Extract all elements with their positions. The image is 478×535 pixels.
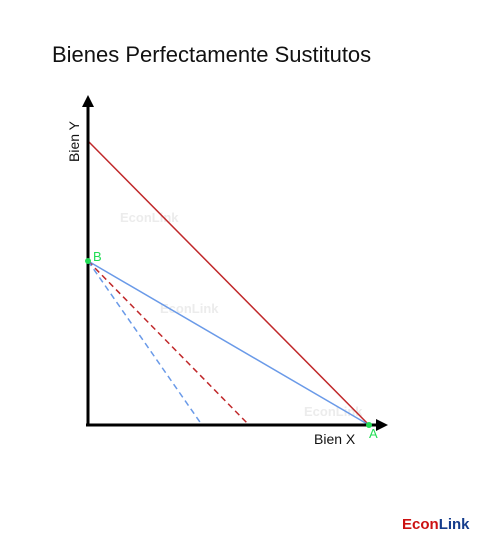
y-axis-arrow bbox=[82, 95, 94, 107]
blue-dashed-line bbox=[87, 260, 203, 426]
red-dashed-line bbox=[87, 260, 250, 426]
point-b-label: B bbox=[93, 249, 102, 264]
diagram-title: Bienes Perfectamente Sustitutos bbox=[52, 42, 372, 67]
y-axis-label: Bien Y bbox=[66, 120, 82, 162]
watermark-3: EconLink bbox=[304, 404, 363, 419]
point-a bbox=[366, 422, 372, 428]
x-axis-arrow bbox=[376, 419, 388, 431]
x-axis-label: Bien X bbox=[314, 431, 356, 447]
blue-budget-line bbox=[87, 260, 370, 426]
econlink-logo: EconLink bbox=[402, 516, 470, 533]
watermark-1: EconLink bbox=[120, 210, 179, 225]
logo-link: Link bbox=[438, 516, 470, 533]
point-b bbox=[85, 258, 91, 264]
red-budget-line bbox=[87, 140, 370, 426]
logo-econ: Econ bbox=[402, 516, 439, 533]
point-a-label: A bbox=[369, 426, 378, 441]
